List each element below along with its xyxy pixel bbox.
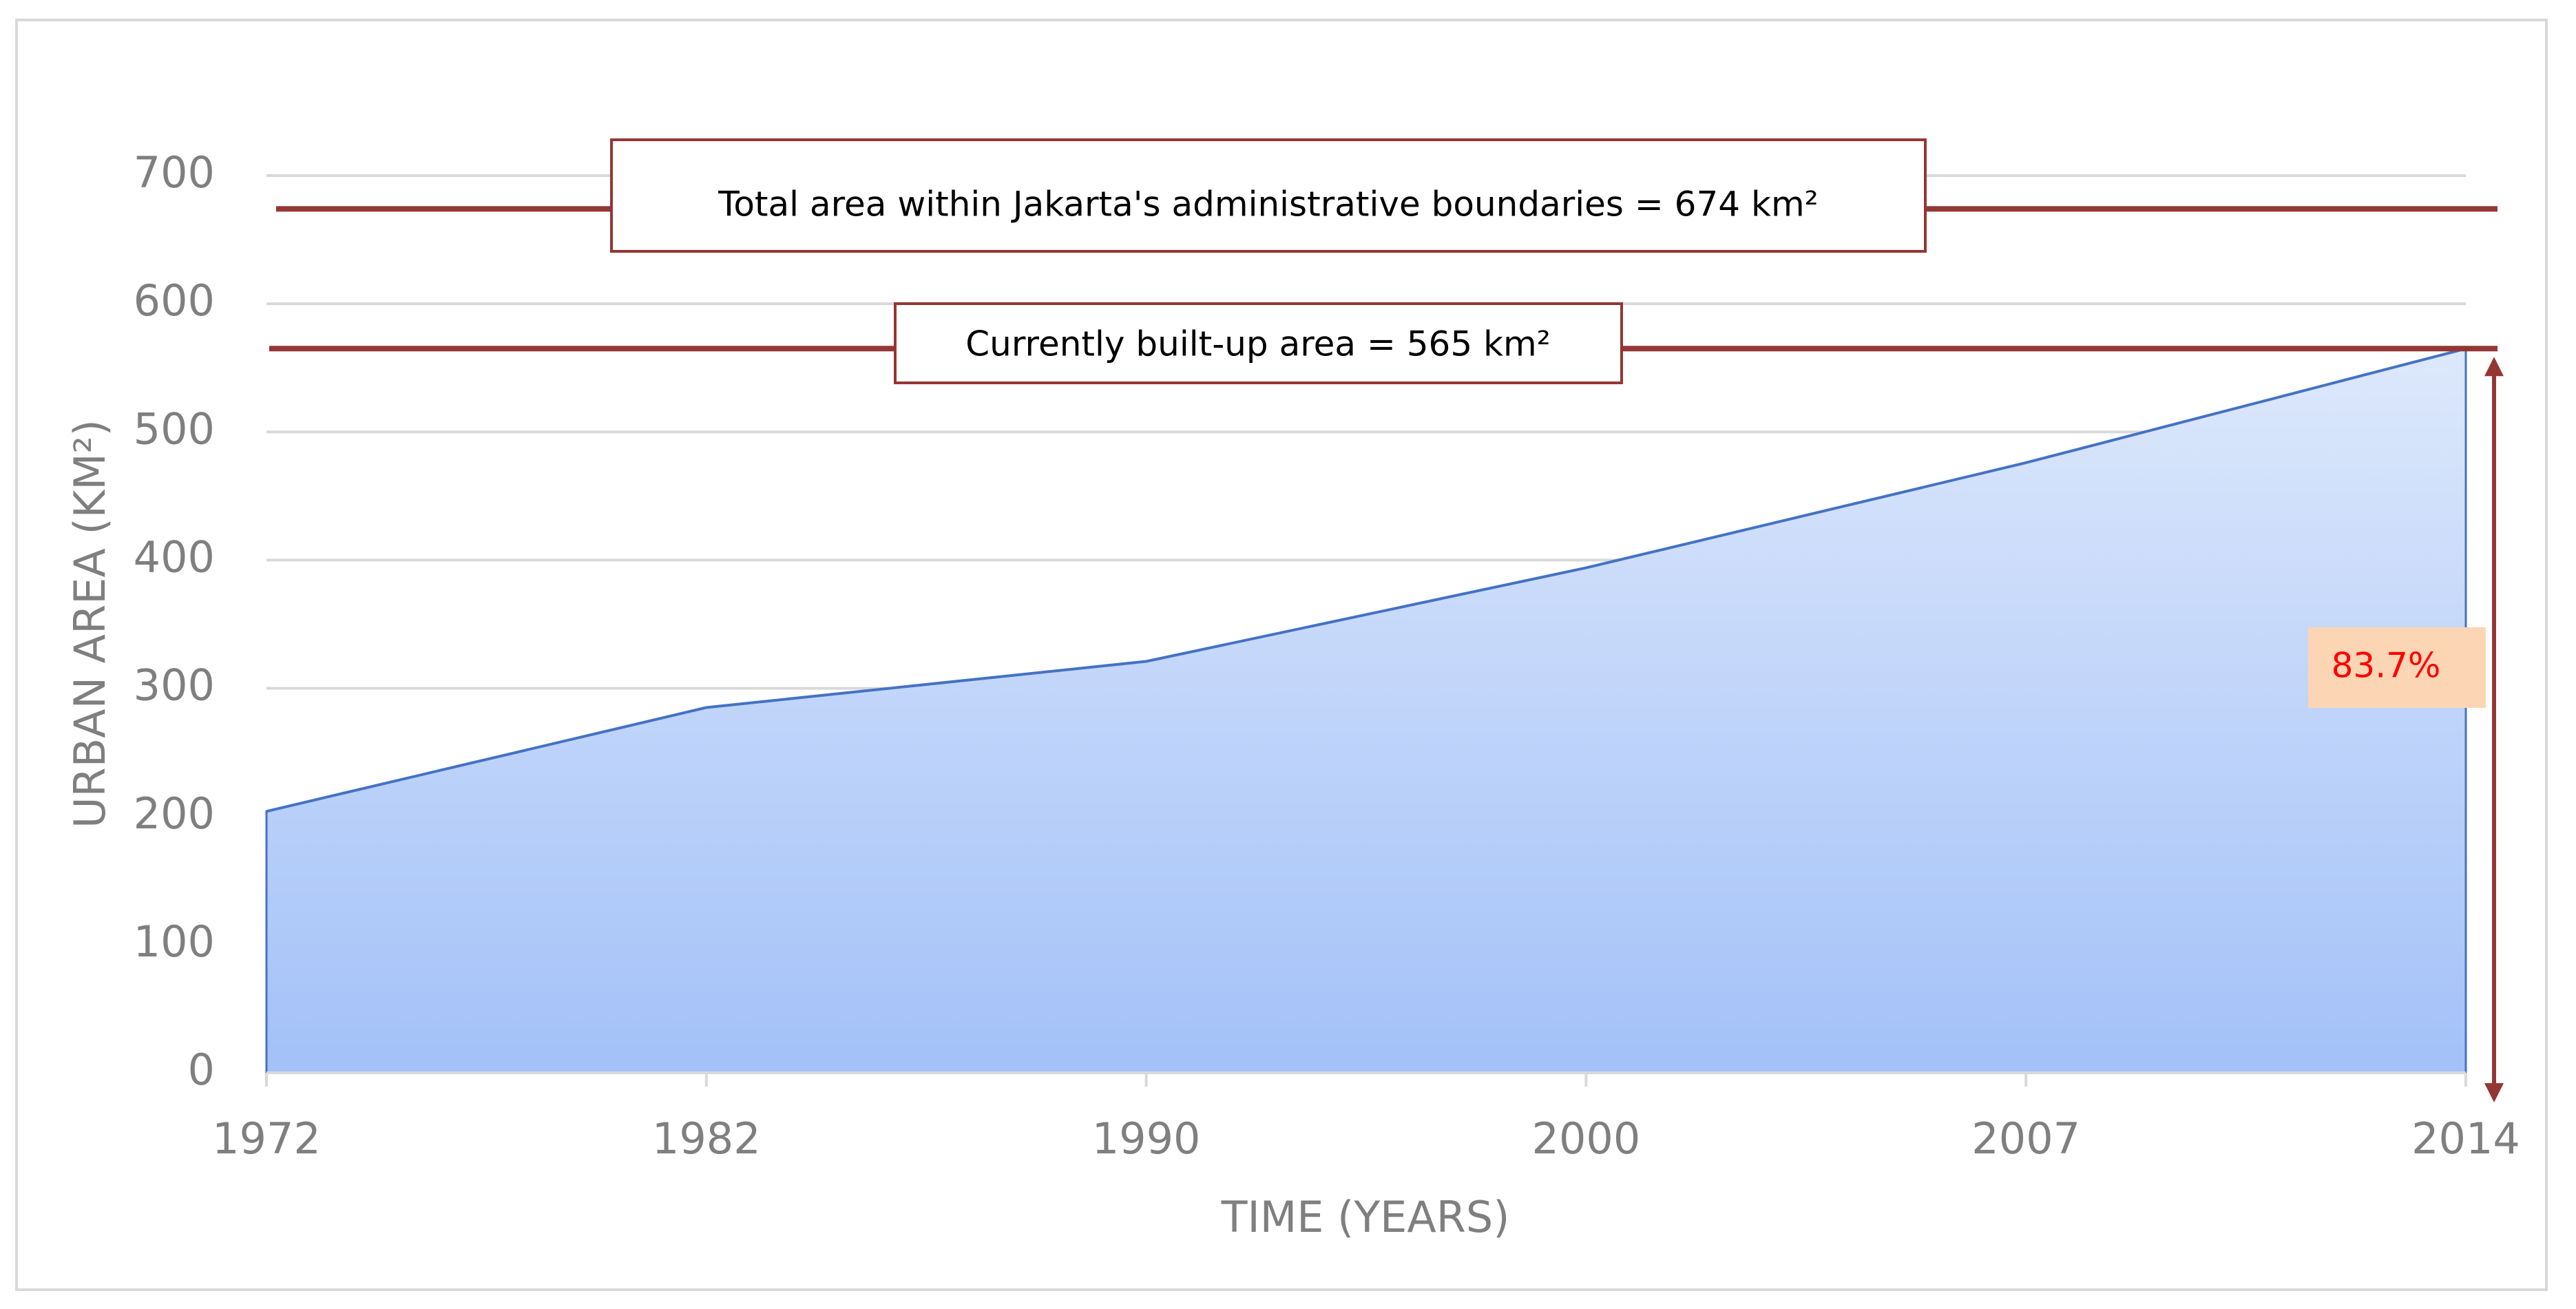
annotation-text: Currently built-up area = 565 km² — [965, 324, 1551, 364]
arrow-head — [2484, 357, 2504, 377]
x-axis-title: TIME (YEARS) — [1221, 1192, 1510, 1242]
percent-box — [2308, 627, 2486, 708]
x-tick-label: 1972 — [212, 1113, 321, 1164]
y-tick-label: 0 — [188, 1045, 215, 1095]
annotation-text: Total area within Jakarta's administrati… — [718, 185, 1818, 224]
percent-label: 83.7% — [2332, 646, 2441, 686]
x-tick-label: 1990 — [1092, 1113, 1201, 1164]
annotation-box — [610, 138, 1927, 253]
y-tick-label: 600 — [134, 275, 215, 326]
area-line — [266, 347, 2467, 813]
y-tick-label: 500 — [134, 404, 215, 454]
x-tick-label: 2007 — [1971, 1113, 2080, 1164]
arrow-head — [2484, 1083, 2504, 1102]
x-tick-label: 2000 — [1532, 1113, 1641, 1164]
x-tick-label: 1982 — [652, 1113, 761, 1164]
y-tick-label: 100 — [134, 917, 215, 967]
x-tick-label: 2014 — [2411, 1113, 2520, 1164]
y-tick-label: 700 — [134, 147, 215, 198]
y-tick-label: 200 — [134, 788, 215, 839]
y-axis-title: URBAN AREA (KM²) — [65, 419, 115, 828]
annotation-box — [894, 302, 1623, 384]
y-tick-label: 300 — [134, 660, 215, 711]
y-tick-label: 400 — [134, 532, 215, 583]
